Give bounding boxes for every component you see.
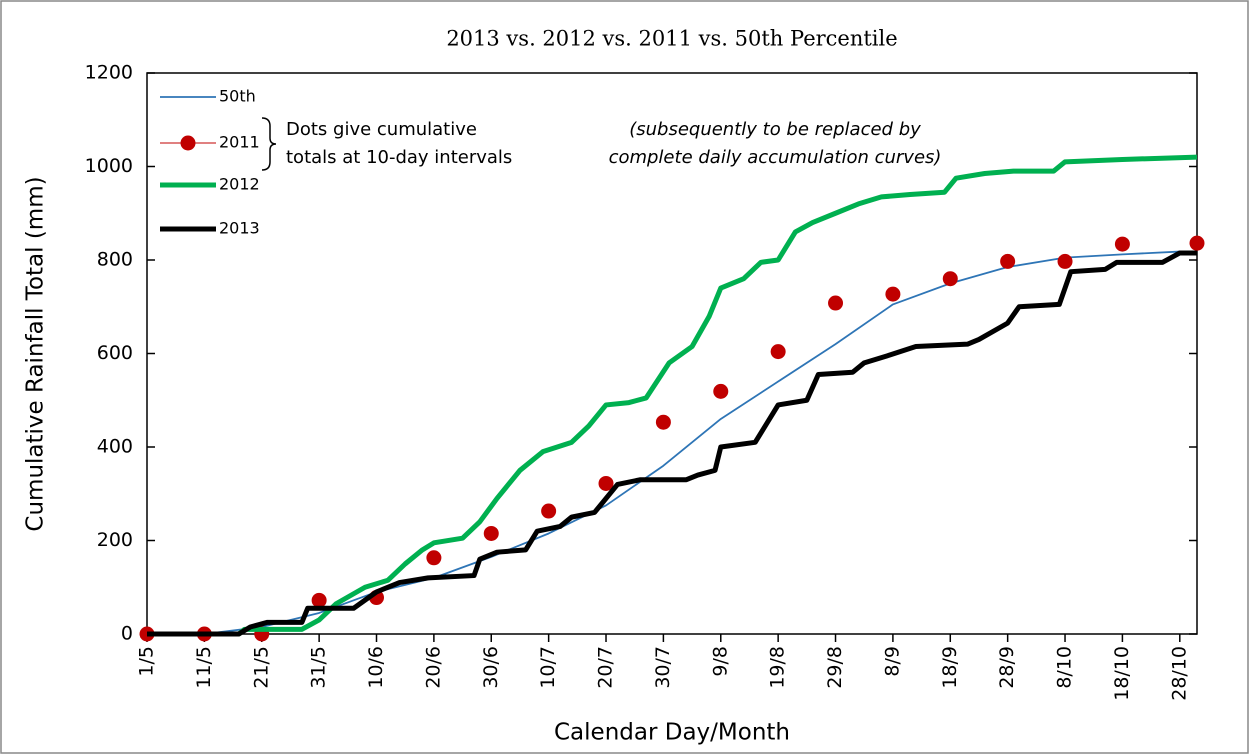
y-tick-label: 1000 xyxy=(85,155,133,177)
x-tick-label: 28/9 xyxy=(996,646,1018,689)
x-tick-label: 18/9 xyxy=(939,646,961,689)
data-point xyxy=(713,383,729,399)
annotation: (subsequently to be replaced by xyxy=(629,119,921,140)
x-tick-label: 8/10 xyxy=(1054,646,1076,689)
data-point xyxy=(770,344,786,360)
series-line xyxy=(147,250,1197,637)
data-point xyxy=(483,525,499,541)
annotation: totals at 10-day intervals xyxy=(286,147,512,168)
y-axis-label: Cumulative Rainfall Total (mm) xyxy=(23,176,49,531)
x-tick-label: 31/5 xyxy=(308,646,330,689)
y-tick-label: 400 xyxy=(97,436,133,458)
series-line xyxy=(147,154,1198,637)
data-point xyxy=(828,295,844,311)
data-point xyxy=(426,550,442,566)
data-point xyxy=(598,475,614,491)
x-tick-label: 20/7 xyxy=(595,646,617,689)
x-tick-label: 11/5 xyxy=(193,646,215,689)
x-tick-label: 30/6 xyxy=(480,646,502,689)
x-tick-label: 9/8 xyxy=(709,646,731,677)
x-tick-label: 10/7 xyxy=(537,646,559,689)
x-tick-label: 30/7 xyxy=(652,646,674,689)
x-tick-label: 20/6 xyxy=(422,646,444,689)
x-tick-label: 29/8 xyxy=(824,646,846,689)
y-tick-label: 600 xyxy=(97,342,133,364)
x-tick-label: 19/8 xyxy=(767,646,789,689)
annotation: complete daily accumulation curves) xyxy=(609,147,942,168)
data-point xyxy=(655,414,671,430)
legend-label: 50th xyxy=(219,87,256,106)
y-tick-label: 800 xyxy=(97,249,133,271)
data-point xyxy=(311,592,327,608)
legend-marker xyxy=(180,135,196,151)
y-tick-label: 1200 xyxy=(85,62,133,84)
x-tick-label: 1/5 xyxy=(136,646,158,677)
x-tick-label: 8/9 xyxy=(881,646,903,677)
data-point xyxy=(541,503,557,519)
x-tick-label: 21/5 xyxy=(250,646,272,689)
legend-label: 2013 xyxy=(219,219,260,238)
annotation: Dots give cumulative xyxy=(286,119,477,140)
chart-title: 2013 vs. 2012 vs. 2011 vs. 50th Percenti… xyxy=(446,27,897,51)
legend-label: 2012 xyxy=(219,175,260,194)
data-point xyxy=(1057,253,1073,269)
data-point xyxy=(1000,253,1016,269)
x-tick-label: 10/6 xyxy=(365,646,387,689)
data-point xyxy=(942,271,958,287)
x-axis-label: Calendar Day/Month xyxy=(554,720,790,746)
data-point xyxy=(885,286,901,302)
y-tick-label: 0 xyxy=(121,623,133,645)
x-tick-label: 18/10 xyxy=(1111,646,1133,701)
legend-label: 2011 xyxy=(219,133,260,152)
x-tick-label: 28/10 xyxy=(1168,646,1190,701)
bracket xyxy=(261,117,277,171)
y-tick-label: 200 xyxy=(97,529,133,551)
data-point xyxy=(1114,236,1130,252)
data-point xyxy=(1189,235,1205,251)
